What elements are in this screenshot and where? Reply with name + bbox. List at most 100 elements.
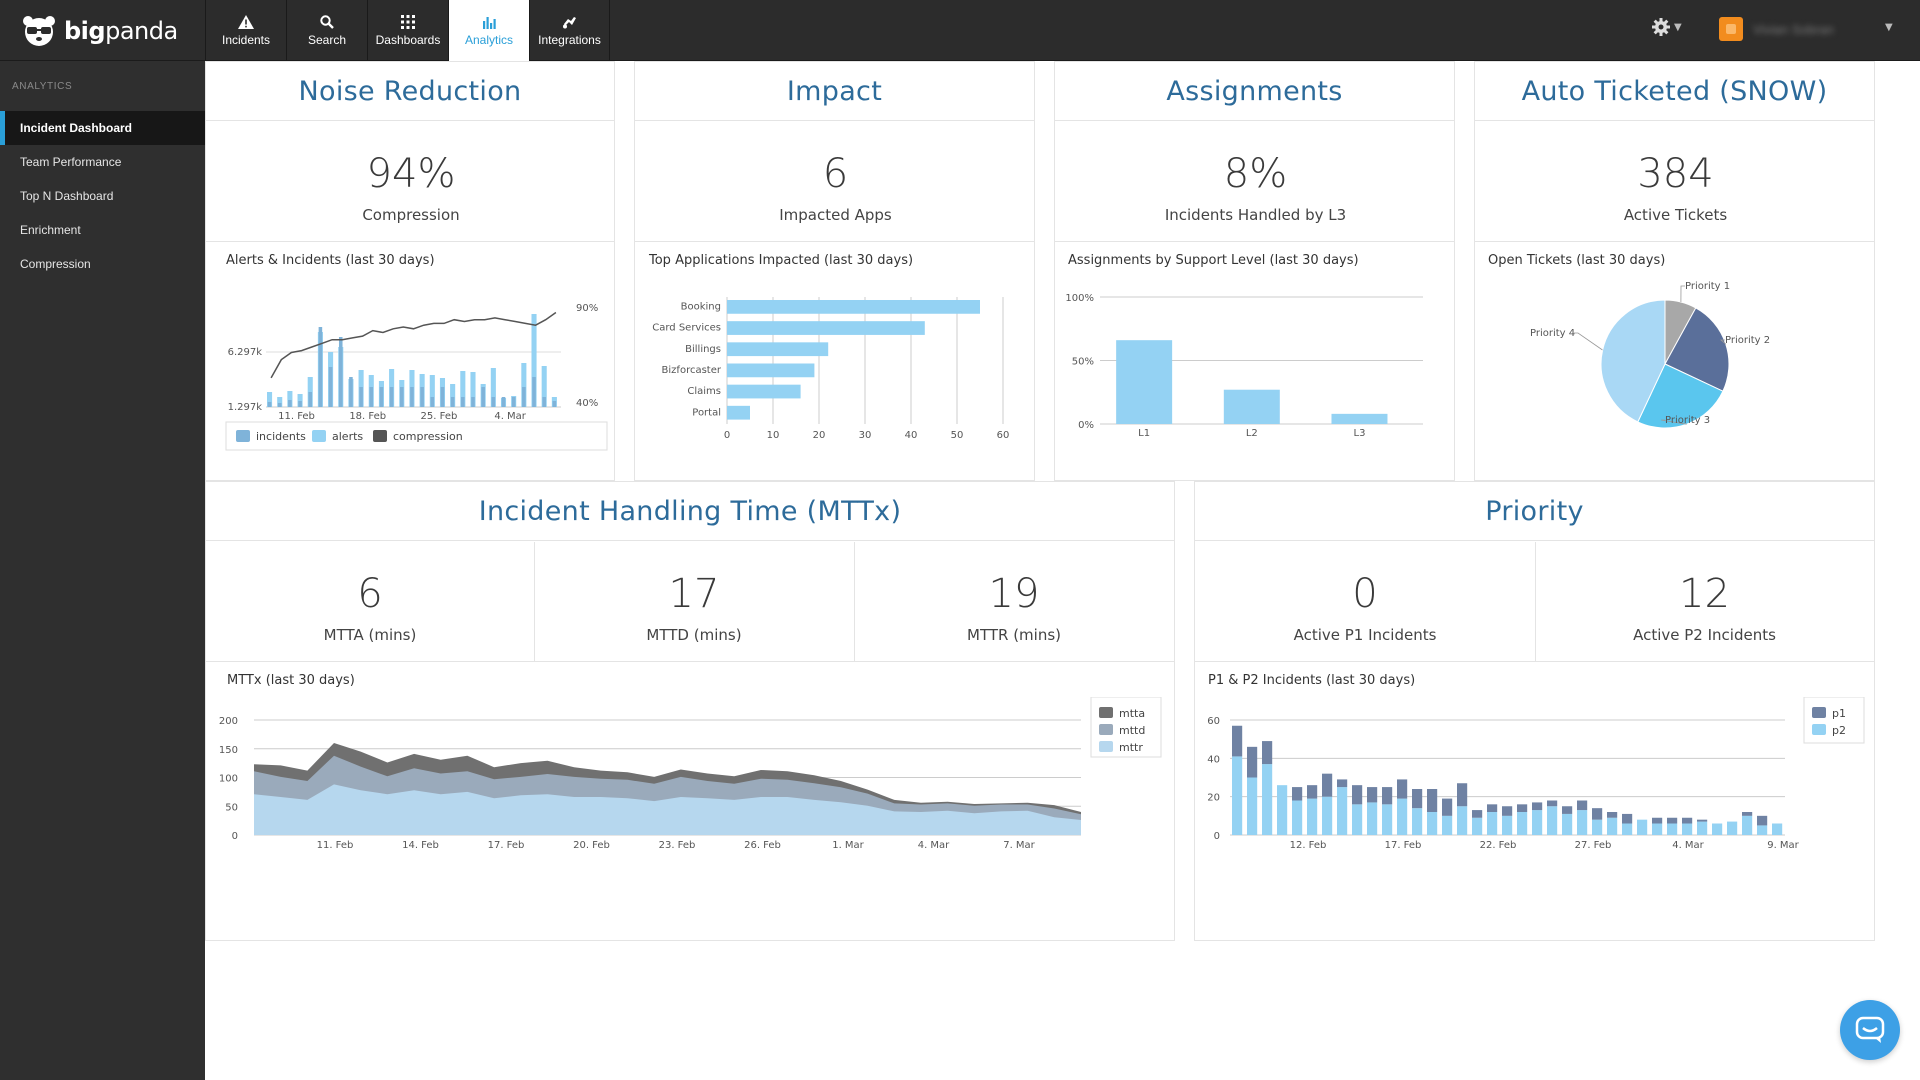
assignments-panel: Assignments 8% Incidents Handled by L3 A… [1054, 61, 1455, 481]
alerts-bar [429, 375, 435, 407]
kpi-mttr: 19 MTTR (mins) [854, 570, 1174, 644]
p2-bar [1397, 798, 1408, 835]
chat-launcher-button[interactable] [1840, 1000, 1900, 1060]
legend-label: mttr [1119, 741, 1143, 754]
incidents-bar [501, 397, 506, 407]
sidebar-heading: ANALYTICS [12, 81, 73, 92]
y-tick-label: 0% [1078, 420, 1094, 431]
support-level-chart: 0% 50% 100% L1 L2 L3 [1065, 293, 1423, 439]
sidebar-item-team-performance[interactable]: Team Performance [20, 155, 122, 169]
p1-bar [1667, 817, 1678, 824]
panel-title: Assignments [1055, 62, 1454, 121]
support-bar [1116, 340, 1173, 424]
nav-analytics[interactable]: Analytics [448, 0, 529, 61]
category-label: Bizforcaster [662, 365, 722, 376]
nav-incidents[interactable]: Incidents [205, 0, 286, 61]
incidents-bar [471, 397, 475, 407]
kpi-label: MTTA (mins) [323, 626, 417, 644]
chat-icon [1855, 1016, 1885, 1043]
incidents-bar [349, 377, 353, 407]
alerts-bar [450, 384, 456, 407]
search-icon [320, 14, 334, 29]
panel-title: Impact [635, 62, 1034, 121]
legend-swatch [373, 430, 387, 442]
avatar [1719, 17, 1743, 41]
pie-label-connector [1680, 285, 1685, 303]
kpi-label: Active P2 Incidents [1633, 626, 1776, 644]
pie-label: Priority 2 [1725, 335, 1770, 346]
alerts-bar [267, 392, 273, 407]
x-tick-label: 18. Feb [349, 411, 386, 422]
p2-bar [1547, 806, 1558, 835]
p2-bar [1262, 764, 1273, 835]
support-bar [1223, 389, 1280, 424]
nav-dashboards[interactable]: Dashboards [367, 0, 448, 61]
divider [1535, 542, 1536, 661]
grid-icon [401, 14, 415, 29]
legend-swatch [1812, 707, 1826, 718]
p2-bar [1622, 823, 1633, 835]
kpi-value: 0 [1352, 571, 1378, 617]
x-tick-label: 12. Feb [1290, 840, 1327, 851]
alerts-bar [521, 363, 527, 407]
nav-search-label: Search [307, 32, 347, 47]
legend-swatch [1099, 724, 1113, 735]
p1-bar [1532, 802, 1543, 811]
legend-label: alerts [332, 430, 363, 443]
user-menu[interactable]: Vivian Sobran [1719, 17, 1834, 41]
p1-bar [1397, 779, 1408, 799]
sidebar: ANALYTICS Incident Dashboard Team Perfor… [0, 61, 205, 1080]
kpi-p1-incidents: 0 Active P1 Incidents [1195, 570, 1535, 644]
pie-label: Priority 1 [1685, 281, 1730, 292]
p2-bar [1727, 821, 1738, 835]
incidents-bar [410, 387, 414, 407]
p2-bar [1772, 823, 1783, 835]
legend-label: p1 [1832, 707, 1846, 720]
p2-bar [1517, 812, 1528, 835]
y-tick-label: 40 [1207, 754, 1220, 765]
sidebar-item-enrichment[interactable]: Enrichment [20, 223, 81, 237]
panel-title: Auto Ticketed (SNOW) [1475, 62, 1874, 121]
incidents-bar [491, 397, 496, 407]
p1-bar [1742, 812, 1753, 816]
pie-slice [1600, 299, 1666, 423]
sidebar-item-compression[interactable]: Compression [20, 257, 91, 271]
app-bar [727, 405, 750, 420]
p1-bar [1472, 810, 1483, 818]
x-tick-label: 7. Mar [1003, 840, 1035, 851]
brand-logo[interactable]: bigpanda [22, 0, 202, 61]
kpi-active-tickets: 384 Active Tickets [1475, 150, 1876, 224]
p2-bar [1457, 806, 1468, 835]
legend-label: incidents [256, 430, 306, 443]
warning-icon [238, 14, 254, 29]
chevron-down-icon: ▼ [1674, 21, 1682, 33]
kpi-value: 6 [822, 151, 849, 197]
kpi-label: MTTD (mins) [646, 626, 742, 644]
incidents-bar [359, 387, 363, 407]
y-right-tick-label: 40% [576, 398, 598, 409]
noise-reduction-panel: Noise Reduction 94% Compression Alerts &… [205, 61, 615, 481]
sidebar-item-incident-dashboard[interactable]: Incident Dashboard [0, 111, 205, 145]
p2-bar [1757, 825, 1768, 835]
settings-menu[interactable]: ▼ [1652, 18, 1682, 36]
kpi-mttd: 17 MTTD (mins) [534, 570, 854, 644]
category-label: L1 [1138, 428, 1150, 439]
y-tick-label: 0 [232, 831, 238, 842]
sidebar-item-top-n-dashboard[interactable]: Top N Dashboard [20, 189, 114, 203]
p2-bar [1412, 808, 1423, 835]
kpi-label: Compression [362, 206, 460, 224]
p1-bar [1457, 783, 1468, 807]
kpi-l3-incidents: 8% Incidents Handled by L3 [1055, 150, 1456, 224]
app-bar [727, 363, 815, 378]
chevron-down-icon[interactable]: ▼ [1885, 22, 1893, 33]
divider [206, 661, 1174, 662]
nav-search[interactable]: Search [286, 0, 367, 61]
user-name: Vivian Sobran [1753, 21, 1834, 37]
mttx-panel: Incident Handling Time (MTTx) 6 MTTA (mi… [205, 481, 1175, 941]
incidents-bar [522, 387, 526, 407]
y-tick-label: 50 [225, 802, 238, 813]
legend-swatch [312, 430, 326, 442]
incidents-bar [532, 377, 536, 407]
nav-integrations[interactable]: Integrations [529, 0, 610, 61]
x-tick-label: 27. Feb [1575, 840, 1612, 851]
